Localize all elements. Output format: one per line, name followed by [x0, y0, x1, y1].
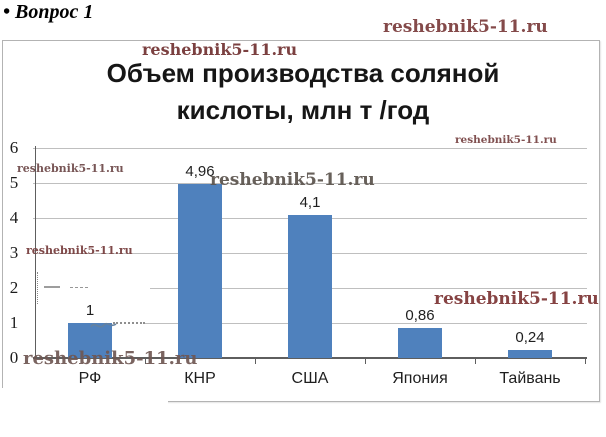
watermark-middle: reshebnik5-11.ru [210, 170, 375, 190]
y-axis-label: 4 [9, 208, 19, 227]
bar-РФ [68, 323, 112, 358]
bar-value-label: 4,1 [299, 193, 321, 211]
watermark-left-lower: reshebnik5-11.ru [26, 244, 133, 257]
dashed-mark-artifact [37, 272, 38, 304]
frame-gap [0, 388, 168, 405]
x-axis-tick [585, 358, 586, 364]
watermark-top-right: reshebnik5-11.ru [383, 17, 548, 37]
watermark-bottom-left: reshebnik5-11.ru [23, 348, 198, 369]
y-axis-label: 5 [9, 173, 19, 192]
gridline [33, 183, 587, 184]
x-axis-label: Япония [392, 370, 448, 387]
y-axis-line [35, 146, 36, 358]
page-title: • Вопрос 1 [3, 1, 94, 23]
gridline [33, 148, 587, 149]
bar-value-label: 4,96 [185, 163, 215, 181]
dotted-line-artifact [113, 322, 145, 324]
y-axis-label: 2 [9, 278, 19, 297]
x-axis-tick [475, 358, 476, 364]
dash-artifact [44, 286, 60, 288]
x-axis-tick [365, 358, 366, 364]
bar-США [288, 214, 332, 358]
watermark-under-title: reshebnik5-11.ru [142, 40, 298, 59]
x-axis-line [33, 357, 587, 359]
watermark-right-small: reshebnik5-11.ru [455, 134, 557, 146]
y-axis-label: 0 [9, 348, 19, 367]
bar-value-label: 0,86 [405, 306, 435, 324]
y-axis-label: 3 [9, 243, 19, 262]
gridline [145, 323, 587, 324]
x-axis-tick [145, 358, 146, 364]
chart-title-line1: Объем производства соляной [106, 58, 500, 88]
chart-title-line2: кислоты, млн т /год [176, 95, 430, 125]
x-axis-label: Тайвань [499, 370, 561, 387]
bar-value-label: 1 [85, 302, 95, 319]
x-axis-label: РФ [78, 370, 102, 387]
watermark-left-upper: reshebnik5-11.ru [17, 162, 124, 175]
bar-КНР [178, 184, 222, 358]
bar-Япония [398, 327, 442, 358]
dash-artifact [70, 287, 88, 288]
chart-title: Объем производства соляной кислоты, млн … [0, 55, 606, 129]
gridline [150, 288, 587, 289]
x-axis-label: США [291, 370, 329, 387]
bar-Тайвань [508, 349, 552, 358]
x-axis-label: КНР [184, 370, 216, 387]
bar-value-label: 0,24 [515, 328, 545, 346]
y-axis-label: 1 [9, 313, 19, 332]
y-axis-label: 6 [9, 138, 19, 157]
x-axis-tick [255, 358, 256, 364]
watermark-right: reshebnik5-11.ru [434, 289, 599, 309]
pen-scribble-artifact [90, 322, 117, 328]
